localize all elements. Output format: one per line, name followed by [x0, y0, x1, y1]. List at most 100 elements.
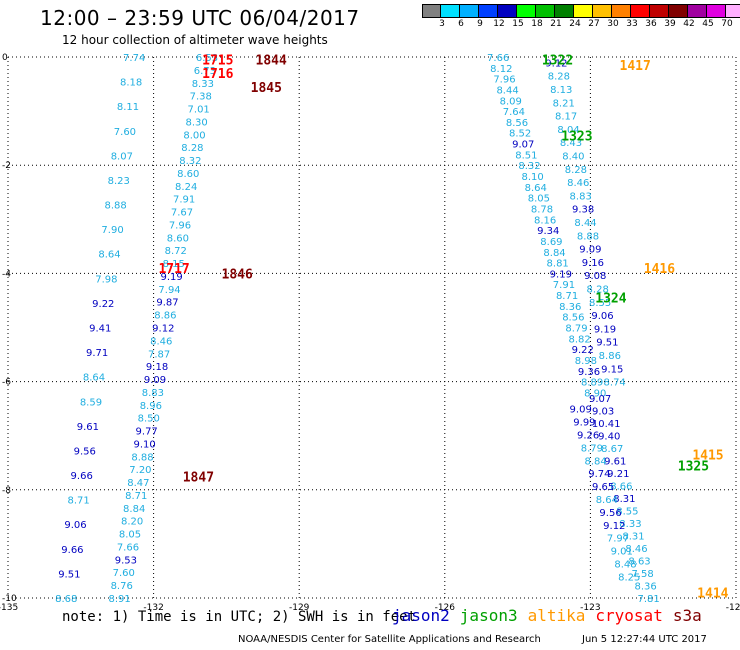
wave-height-value: 9.38 [572, 205, 594, 216]
scale-swatch [631, 4, 650, 18]
wave-height-value: 9.56 [74, 446, 96, 457]
legend-cryosat: cryosat [595, 606, 663, 625]
wave-height-value: 8.79 [581, 443, 603, 454]
wave-height-value: 8.28 [181, 143, 203, 154]
wave-height-value: 8.71 [67, 496, 89, 507]
map-grid [7, 56, 737, 599]
scale-label: 30 [607, 19, 619, 29]
wave-height-value: 8.28 [548, 72, 570, 83]
scale-label: 39 [664, 19, 676, 29]
pass-time-label: 1325 [678, 459, 709, 474]
wave-height-value: 8.84 [543, 248, 565, 259]
wave-height-value: 7.60 [114, 127, 136, 138]
wave-height-value: 8.07 [111, 151, 133, 162]
satellite-tracks: 7.74 8.18 8.11 7.60 8.07 8.23 8.88 7.90 8.64 7.98… [55, 53, 660, 605]
scale-label: 24 [569, 19, 581, 29]
x-tick-label: -126 [435, 603, 456, 613]
wave-height-value: 9.19 [550, 269, 572, 280]
wave-height-value: 8.88 [131, 452, 153, 463]
scale-label: 70 [721, 19, 733, 29]
wave-height-value: 8.44 [496, 85, 518, 96]
wave-height-value: 8.83 [570, 191, 592, 202]
wave-height-value: 9.09 [144, 375, 166, 386]
wave-height-value: 8.10 [521, 172, 543, 183]
wave-height-value: 8.24 [175, 182, 197, 193]
wave-height-value: 8.23 [108, 176, 130, 187]
wave-height-value: 8.79 [565, 324, 587, 335]
scale-label: 21 [550, 19, 562, 29]
wave-height-value: 9.12 [603, 521, 625, 532]
pass-time-label: 1844 [256, 54, 287, 69]
y-tick-label: 0 [2, 53, 8, 63]
wave-height-value: 7.97 [607, 534, 629, 545]
y-tick-label: -2 [2, 161, 11, 171]
wave-height-value: 7.98 [95, 274, 117, 285]
wave-height-value: 9.06 [591, 311, 613, 322]
wave-height-value: 8.52 [509, 129, 531, 140]
wave-height-value: 8.15 [163, 259, 185, 270]
wave-height-value: 9.12 [545, 58, 567, 69]
wave-height-value: 8.68 [55, 594, 77, 605]
scale-label: 9 [477, 19, 483, 29]
x-tick-label: -135 [0, 603, 18, 613]
pass-time-labels: 1715 1844 1716 1845 1717 1846 1847 1322 1417 1323… [158, 54, 728, 602]
wave-height-value: 8.84 [123, 504, 145, 515]
wave-height-value: 9.08 [584, 271, 606, 282]
wave-height-value: 8.82 [568, 334, 590, 345]
x-tick-label: -123 [580, 603, 600, 613]
wave-height-value: 9.41 [89, 324, 111, 335]
wave-height-value: 9.07 [512, 140, 534, 151]
pass-time-label: 1323 [561, 129, 592, 144]
legend-jason2: jason2 [392, 606, 450, 625]
wave-height-value: 8.12 [490, 64, 512, 75]
scale-swatch [669, 4, 688, 18]
wave-height-value: 7.94 [158, 285, 180, 296]
y-tick-label: -8 [2, 486, 11, 496]
wave-height-value: 8.36 [634, 581, 656, 592]
pass-time-label: 1324 [595, 292, 626, 307]
wave-height-value: 7.90 [101, 225, 123, 236]
wave-height-value: 7.64 [503, 107, 525, 118]
scale-swatch [441, 4, 460, 18]
wave-height-value: 8.46 [625, 544, 647, 555]
scale-swatch [498, 4, 517, 18]
pass-time-label: 1415 [692, 449, 723, 464]
wave-height-value: 8.69 [540, 237, 562, 248]
wave-height-value: 8.64 [525, 183, 547, 194]
wave-height-value: 8.21 [553, 98, 575, 109]
map-axes: -135 -132 -129 -126 -123 -120 0 -2 -4 -6 -8 -10 [0, 53, 740, 613]
wave-height-value: 8.05 [528, 194, 550, 205]
wave-height-value: 9.61 [604, 456, 626, 467]
wave-height-value: 8.91 [108, 594, 130, 605]
wave-height-value: 8.98 [575, 356, 597, 367]
wave-height-value: 9.18 [146, 362, 168, 373]
wave-height-value: 8.60 [167, 233, 189, 244]
wave-height-value: 10.41 [592, 419, 621, 430]
wave-height-value: 8.88 [577, 231, 599, 242]
wave-height-value: 7.58 [631, 569, 653, 580]
wave-height-value: 9.53 [115, 555, 137, 566]
scale-swatch [707, 4, 726, 18]
wave-height-value: 9.15 [601, 364, 623, 375]
pass-time-label: 1847 [183, 470, 214, 485]
pass-time-label: 1322 [542, 54, 573, 69]
wave-height-value: 9.99 [573, 418, 595, 429]
scale-swatch [574, 4, 593, 18]
scale-swatch [422, 4, 441, 18]
wave-height-value: 8.30 [185, 117, 207, 128]
wave-height-value: 8.90 [584, 388, 606, 399]
color-scale-bar [422, 4, 740, 18]
scale-label: 6 [458, 19, 464, 29]
wave-height-value: 9.26 [577, 430, 599, 441]
wave-height-value: 9.06 [64, 520, 86, 531]
wave-height-value: 8.31 [622, 531, 644, 542]
wave-height-value: 8.50 [138, 414, 160, 425]
wave-height-value: 8.59 [80, 397, 102, 408]
wave-height-value: 8.43 [560, 138, 582, 149]
wave-height-value: 7.74 [123, 53, 145, 64]
wave-height-value: 9.10 [133, 439, 155, 450]
wave-height-value: 8.32 [518, 161, 540, 172]
wave-height-value: 8.00 [183, 130, 205, 141]
